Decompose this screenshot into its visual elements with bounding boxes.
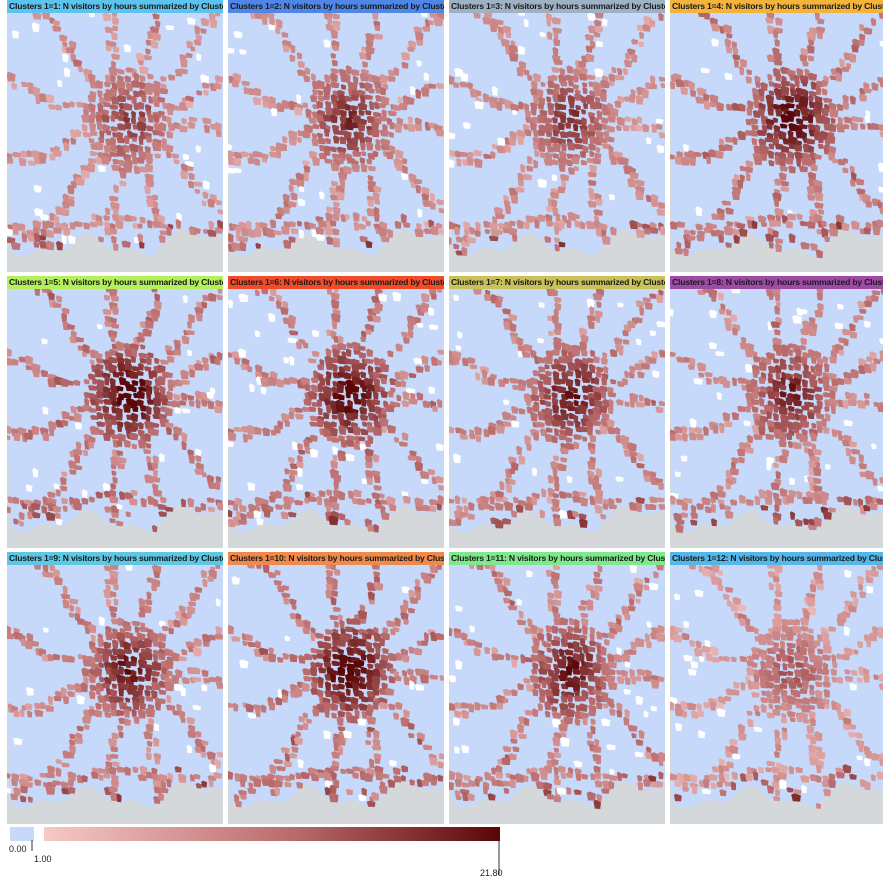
map-cell [438, 753, 445, 759]
map-cell [102, 13, 111, 21]
cluster-map [670, 13, 883, 272]
cluster-map [7, 565, 225, 824]
map-cell [659, 132, 667, 138]
panel-title: Clusters 1=3: N visitors by hours summar… [449, 0, 665, 13]
panel-title: Clusters 1=11: N visitors by hours summa… [449, 552, 665, 565]
panel-title: Clusters 1=10: N visitors by hours summa… [228, 552, 444, 565]
small-multiples-map-grid: Clusters 1=1: N visitors by hours summar… [7, 0, 883, 823]
cluster-map [449, 13, 667, 272]
map-panel[interactable]: Clusters 1=7: N visitors by hours summar… [449, 276, 667, 548]
legend-gradient-bar [44, 827, 500, 841]
panel-title: Clusters 1=2: N visitors by hours summar… [228, 0, 444, 13]
map-cell [587, 13, 596, 21]
map-cell [489, 565, 495, 571]
panel-title: Clusters 1=1: N visitors by hours summar… [7, 0, 223, 13]
map-cell [703, 13, 710, 20]
map-panel[interactable]: Clusters 1=2: N visitors by hours summar… [228, 0, 446, 272]
map-panel[interactable]: Clusters 1=6: N visitors by hours summar… [228, 276, 446, 548]
panel-title: Clusters 1=9: N visitors by hours summar… [7, 552, 223, 565]
cluster-map [228, 13, 446, 272]
map-panel[interactable]: Clusters 1=11: N visitors by hours summa… [449, 552, 667, 824]
legend-zero-label: 0.00 [9, 844, 27, 854]
map-cell [215, 13, 221, 16]
panel-title: Clusters 1=6: N visitors by hours summar… [228, 276, 444, 289]
color-legend: 0.00 1.00 21.80 [0, 823, 883, 881]
cluster-map [228, 289, 446, 548]
map-cell [216, 752, 224, 758]
map-panel[interactable]: Clusters 1=12: N visitors by hours summa… [670, 552, 883, 824]
panel-title: Clusters 1=4: N visitors by hours summar… [670, 0, 883, 13]
map-panel[interactable]: Clusters 1=4: N visitors by hours summar… [670, 0, 883, 272]
cluster-map [228, 565, 446, 824]
map-panel[interactable]: Clusters 1=9: N visitors by hours summar… [7, 552, 225, 824]
cluster-map [449, 565, 667, 824]
map-cell [112, 13, 118, 17]
map-cell [261, 289, 269, 294]
cluster-map [670, 565, 883, 824]
panel-title: Clusters 1=12: N visitors by hours summa… [670, 552, 883, 565]
map-panel[interactable]: Clusters 1=5: N visitors by hours summar… [7, 276, 225, 548]
map-panel[interactable]: Clusters 1=8: N visitors by hours summar… [670, 276, 883, 548]
map-cell [817, 565, 823, 571]
panel-title: Clusters 1=7: N visitors by hours summar… [449, 276, 665, 289]
map-cell [217, 502, 225, 510]
cluster-map [670, 289, 883, 548]
map-cell [469, 565, 475, 569]
map-panel[interactable]: Clusters 1=3: N visitors by hours summar… [449, 0, 667, 272]
cluster-map [449, 289, 667, 548]
panel-title: Clusters 1=8: N visitors by hours summar… [670, 276, 883, 289]
legend-zero-swatch [10, 827, 34, 841]
map-panel[interactable]: Clusters 1=10: N visitors by hours summa… [228, 552, 446, 824]
cluster-map [7, 289, 225, 548]
legend-min-label: 1.00 [34, 854, 52, 864]
map-cell [658, 504, 667, 510]
legend-scale [0, 823, 883, 881]
legend-max-label: 21.80 [480, 868, 503, 878]
map-cell [656, 565, 664, 571]
panel-title: Clusters 1=5: N visitors by hours summar… [7, 276, 223, 289]
map-panel[interactable]: Clusters 1=1: N visitors by hours summar… [7, 0, 225, 272]
map-cell [659, 350, 667, 358]
cluster-map [7, 13, 225, 272]
